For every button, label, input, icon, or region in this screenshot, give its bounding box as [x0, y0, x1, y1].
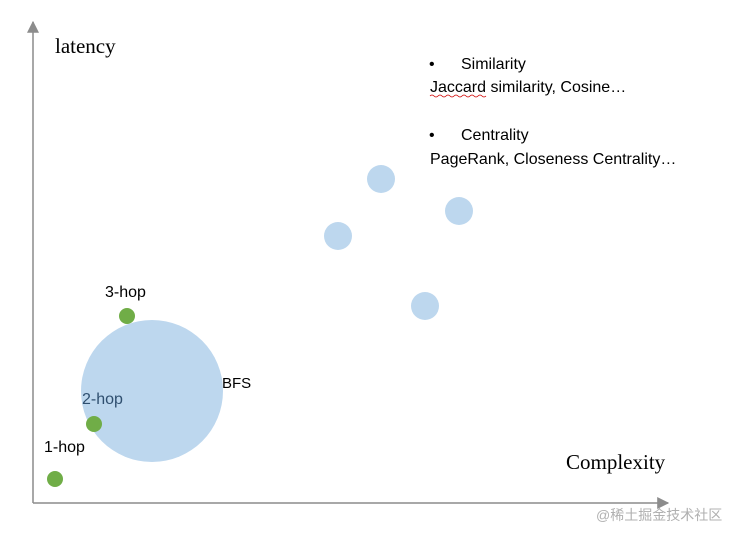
similarity-title: Similarity: [461, 56, 526, 73]
similarity-rest: similarity, Cosine…: [486, 79, 626, 96]
bfs-label: BFS: [222, 375, 251, 392]
bullet-centrality: •: [429, 127, 435, 144]
hop-dot-1: [47, 471, 63, 487]
watermark: @稀土掘金技术社区: [596, 507, 722, 523]
bfs-bubble: [81, 320, 223, 462]
jaccard-word: Jaccard: [430, 79, 486, 96]
bullet-similarity: •: [429, 56, 435, 73]
centrality-title: Centrality: [461, 127, 529, 144]
algorithm-bubble: [411, 292, 439, 320]
algorithm-bubble: [324, 222, 352, 250]
y-axis-label: latency: [55, 34, 116, 58]
hop-label-2: 2-hop: [82, 391, 123, 408]
hop-dot-3: [119, 308, 135, 324]
centrality-description: PageRank, Closeness Centrality…: [430, 151, 676, 168]
hop-dot-2: [86, 416, 102, 432]
x-axis-label: Complexity: [566, 450, 666, 474]
algorithm-bubble: [445, 197, 473, 225]
spellcheck-underline: [429, 94, 487, 98]
algorithm-bubble: [367, 165, 395, 193]
hop-label-1: 1-hop: [44, 439, 85, 456]
hop-label-3: 3-hop: [105, 284, 146, 301]
similarity-description: Jaccard similarity, Cosine…: [430, 79, 626, 96]
